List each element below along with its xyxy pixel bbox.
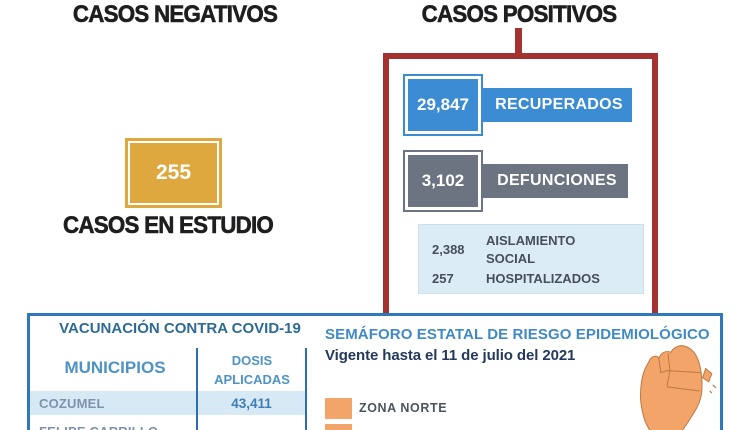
zona-norte-swatch [325,398,352,419]
municipio-cell: FELIPE CARRILLO [30,424,197,430]
zona-sur-swatch [325,424,352,430]
casos-en-estudio-label: CASOS EN ESTUDIO [62,212,274,240]
table-row-cozumel: COZUMEL 43,411 [30,391,306,415]
hospitalizados-value: 257 [432,271,454,287]
semaforo-vigencia: Vigente hasta el 11 de julio del 2021 [325,347,576,364]
aislamiento-value: 2,388 [432,242,465,258]
quintana-roo-map [640,345,717,430]
recuperados-value-box: 29,847 [403,74,483,136]
casos-en-estudio-value: 255 [155,161,192,184]
dosis-cell: 43,411 [231,395,272,411]
vacunacion-title: VACUNACIÓN CONTRA COVID-19 [59,320,301,337]
positivos-connector-line [515,28,522,54]
casos-negativos-title: CASOS NEGATIVOS [72,1,279,29]
column-header-municipios: MUNICIPIOS [64,358,166,377]
semaforo-title: SEMÁFORO ESTATAL DE RIESGO EPIDEMIOLÓGIC… [325,326,710,343]
casos-en-estudio-box: 255 [125,138,222,208]
hospitalizados-label: HOSPITALIZADOS [486,271,600,287]
coast-marks [709,384,717,394]
table-divider-2 [305,348,307,430]
table-row-felipe-carrillo: FELIPE CARRILLO [30,419,306,430]
defunciones-value-box: 3,102 [403,150,483,212]
column-header-dosis-aplicadas: DOSIS APLICADAS [214,353,290,387]
casos-positivos-title: CASOS POSITIVOS [421,1,617,29]
municipio-cell: COZUMEL [39,395,105,411]
zona-norte-label: ZONA NORTE [359,401,448,415]
aislamiento-label: AISLAMIENTO SOCIAL [486,233,576,266]
municipality-borders [658,353,701,392]
cozumel-island [702,367,713,383]
detalle-positivos-box: 2,388 AISLAMIENTO SOCIAL 257 HOSPITALIZA… [418,224,644,294]
table-divider-1 [196,348,198,430]
